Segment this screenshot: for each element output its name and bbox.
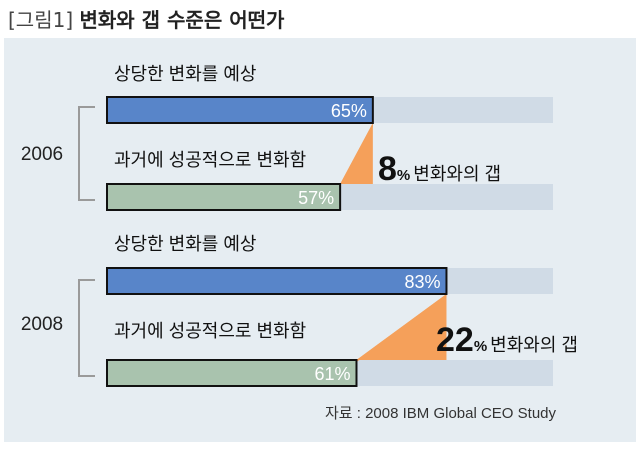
- gap-value: 8: [378, 150, 397, 188]
- gap-unit: %: [397, 167, 410, 184]
- figure-main-title: 변화와 갭 수준은 어떤가: [79, 8, 285, 32]
- gap-wedge-edge: [356, 294, 447, 362]
- achieved-value-label: 61%: [314, 364, 350, 384]
- year-bracket: [78, 279, 95, 377]
- year-label: 2008: [21, 314, 63, 335]
- expected-label: 상당한 변화를 예상: [114, 234, 256, 254]
- achieved-value-label: 57%: [298, 188, 334, 208]
- expected-label: 상당한 변화를 예상: [114, 64, 256, 84]
- year-bracket: [78, 106, 95, 201]
- gap-label: 변화와의 갭: [413, 164, 501, 184]
- figure-title: [그림1] 변화와 갭 수준은 어떤가: [8, 4, 284, 33]
- expected-value-label: 83%: [404, 272, 440, 292]
- gap-annotation: 8% 변화와의 갭: [378, 150, 501, 188]
- expected-value-label: 65%: [331, 101, 367, 121]
- gap-label: 변화와의 갭: [490, 335, 578, 355]
- expected-bar: [106, 267, 448, 295]
- figure-number: [그림1]: [8, 8, 74, 32]
- achieved-bar: [106, 359, 358, 387]
- gap-unit: %: [474, 338, 487, 355]
- year-label: 2006: [21, 144, 63, 165]
- source-note: 자료 : 2008 IBM Global CEO Study: [325, 405, 557, 422]
- achieved-label: 과거에 성공적으로 변화함: [114, 150, 306, 170]
- gap-value: 22: [436, 321, 474, 359]
- achieved-bar: [106, 183, 342, 211]
- gap-wedge-edge: [340, 123, 373, 186]
- expected-bar: [106, 96, 374, 124]
- gap-annotation: 22% 변화와의 갭: [436, 321, 578, 359]
- achieved-label: 과거에 성공적으로 변화함: [114, 321, 306, 341]
